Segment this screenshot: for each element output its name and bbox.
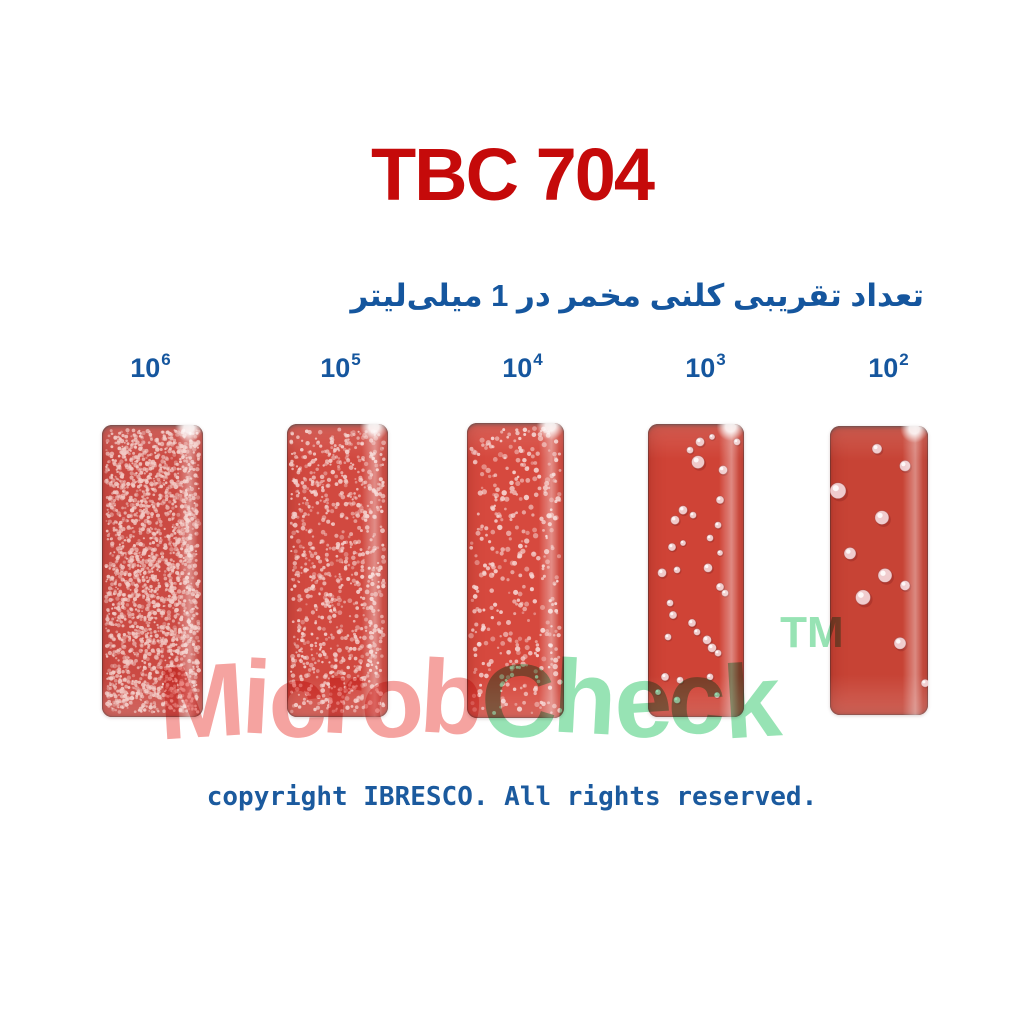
label-10e3: 103 (685, 350, 726, 384)
colonies (654, 433, 742, 705)
strip-10e2 (830, 426, 928, 715)
label-exponent: 2 (899, 350, 909, 369)
colonies (103, 428, 202, 714)
label-exponent: 4 (533, 350, 543, 369)
watermark-letter: i (238, 639, 271, 757)
label-exponent: 6 (161, 350, 171, 369)
colonies (288, 427, 387, 714)
label-exponent: 3 (716, 350, 726, 369)
label-exponent: 5 (351, 350, 361, 369)
strip-10e4 (467, 423, 564, 718)
label-base: 10 (502, 353, 533, 383)
label-10e2: 102 (868, 350, 909, 384)
page-title: TBC 704 (370, 133, 655, 216)
label-10e5: 105 (320, 350, 361, 384)
label-base: 10 (320, 353, 351, 383)
label-base: 10 (685, 353, 716, 383)
label-base: 10 (868, 353, 899, 383)
label-10e6: 106 (130, 350, 171, 384)
copyright-line: copyright IBRESCO. All rights reserved. (206, 782, 818, 812)
strip-10e3 (648, 424, 744, 717)
colonies (468, 426, 563, 715)
strip-10e5 (287, 424, 388, 717)
label-10e4: 104 (502, 350, 543, 384)
strip-10e6 (102, 425, 203, 717)
label-base: 10 (130, 353, 161, 383)
colonies (830, 443, 928, 689)
subtitle-persian: تعداد تقریبی کلنی مخمر در 1 میلی‌لیتر (350, 278, 924, 313)
